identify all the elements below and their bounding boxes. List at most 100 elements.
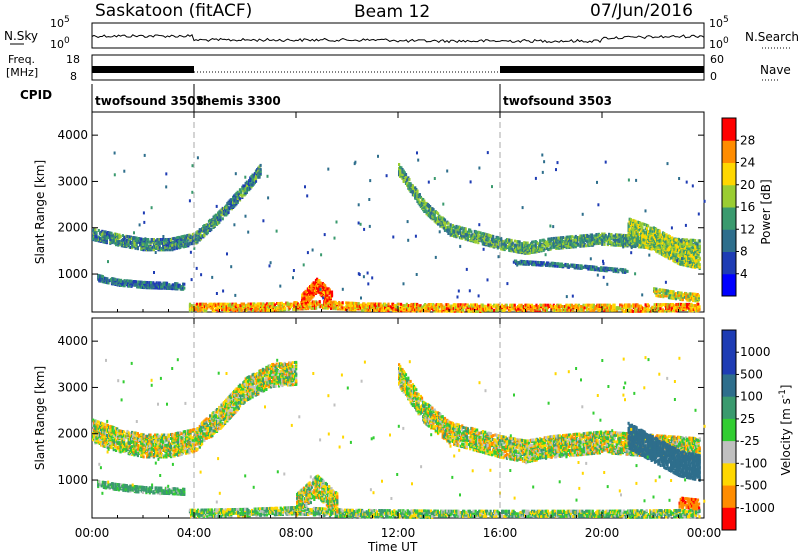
- freq-bars: [92, 66, 704, 73]
- power-cell: [610, 233, 613, 236]
- power-cell: [145, 238, 149, 241]
- power-cell: [152, 238, 155, 241]
- power-cell: [190, 235, 193, 239]
- n-sky-label: N.Sky: [4, 29, 38, 43]
- power-cell: [206, 231, 209, 235]
- freq-band-2: [500, 66, 704, 73]
- power-cell: [93, 230, 96, 234]
- power-cell: [690, 243, 693, 247]
- power-cell: [218, 220, 221, 224]
- power-cell: [590, 233, 593, 237]
- power-cell: [202, 302, 205, 306]
- power-cell: [205, 302, 208, 306]
- power-cell: [210, 228, 213, 232]
- power-cell: [113, 241, 116, 245]
- power-cell: [173, 246, 176, 249]
- power-cell: [698, 305, 701, 309]
- power-cell: [562, 236, 565, 239]
- power-plot-area: [91, 111, 705, 313]
- cpid-segment-0: twofsound 3503: [95, 94, 204, 108]
- power-cell: [176, 236, 180, 240]
- power-cell: [151, 245, 154, 249]
- power-cell: [182, 234, 185, 238]
- power-cell: [449, 223, 452, 227]
- power-cell: [117, 234, 120, 238]
- power-cell: [659, 309, 662, 313]
- power-cell: [241, 188, 244, 192]
- power-cell: [215, 220, 219, 224]
- power-cell: [109, 235, 112, 239]
- power-cell: [220, 213, 223, 217]
- power-cell: [259, 167, 262, 171]
- power-cell: [160, 247, 163, 250]
- power-cell: [113, 236, 116, 240]
- power-cell: [181, 237, 184, 241]
- power-cell: [698, 265, 701, 269]
- power-cell: [148, 240, 151, 244]
- power-cell: [367, 302, 371, 306]
- power-cell: [179, 240, 182, 244]
- power-cell: [221, 210, 224, 214]
- power-cell: [225, 209, 228, 213]
- power-cell: [398, 163, 401, 166]
- power-cell: [244, 187, 247, 191]
- power-cell: [106, 277, 109, 281]
- power-cell: [218, 210, 221, 214]
- power-cell: [149, 281, 153, 285]
- power-cell: [582, 303, 585, 307]
- power-cell: [106, 234, 110, 238]
- power-cell: [586, 264, 589, 268]
- power-cell: [643, 230, 646, 234]
- power-cell: [233, 198, 236, 202]
- power-cell: [115, 243, 118, 247]
- power-cell: [104, 237, 107, 240]
- power-cell: [167, 247, 170, 250]
- power-cell: [221, 206, 224, 210]
- freq-band-0: [92, 66, 194, 73]
- power-cell: [513, 239, 517, 243]
- power-cell: [95, 238, 98, 242]
- power-cell: [191, 238, 194, 242]
- nave-tick-top: 60: [710, 53, 724, 66]
- power-cell: [175, 246, 178, 250]
- power-cell: [179, 236, 182, 240]
- power-cell: [145, 247, 149, 250]
- power-cell: [155, 244, 158, 248]
- power-cell: [187, 243, 190, 246]
- power-cell: [167, 244, 170, 248]
- nave-tick-bottom: 0: [710, 70, 717, 83]
- power-cell: [447, 232, 450, 235]
- power-cell: [191, 235, 194, 239]
- power-cell: [168, 248, 172, 252]
- power-cell: [227, 200, 230, 204]
- power-cell: [152, 248, 155, 252]
- power-cell: [534, 260, 537, 264]
- date-label: 07/Jun/2016: [590, 1, 693, 21]
- power-cell: [577, 242, 580, 246]
- power-cell: [194, 233, 197, 237]
- power-cell: [180, 240, 183, 244]
- power-cell: [237, 303, 240, 307]
- power-cell: [622, 310, 625, 313]
- power-cell: [95, 235, 98, 238]
- power-cell: [97, 235, 100, 239]
- power-cell: [202, 225, 205, 228]
- power-cell: [139, 237, 142, 241]
- power-cell: [100, 230, 103, 234]
- power-cell: [133, 242, 136, 246]
- power-cell: [109, 240, 112, 244]
- power-cell: [550, 305, 553, 308]
- power-cell: [167, 238, 170, 241]
- power-cell: [233, 194, 236, 198]
- power-cell: [102, 231, 105, 235]
- power-cell: [198, 232, 201, 235]
- power-cell: [119, 235, 122, 238]
- power-cell: [513, 303, 516, 307]
- power-cell: [464, 227, 467, 231]
- power-cell: [148, 245, 151, 249]
- power-cell: [172, 246, 175, 250]
- power-cell: [201, 227, 204, 231]
- power-cell: [150, 238, 153, 241]
- power-cell: [417, 197, 420, 201]
